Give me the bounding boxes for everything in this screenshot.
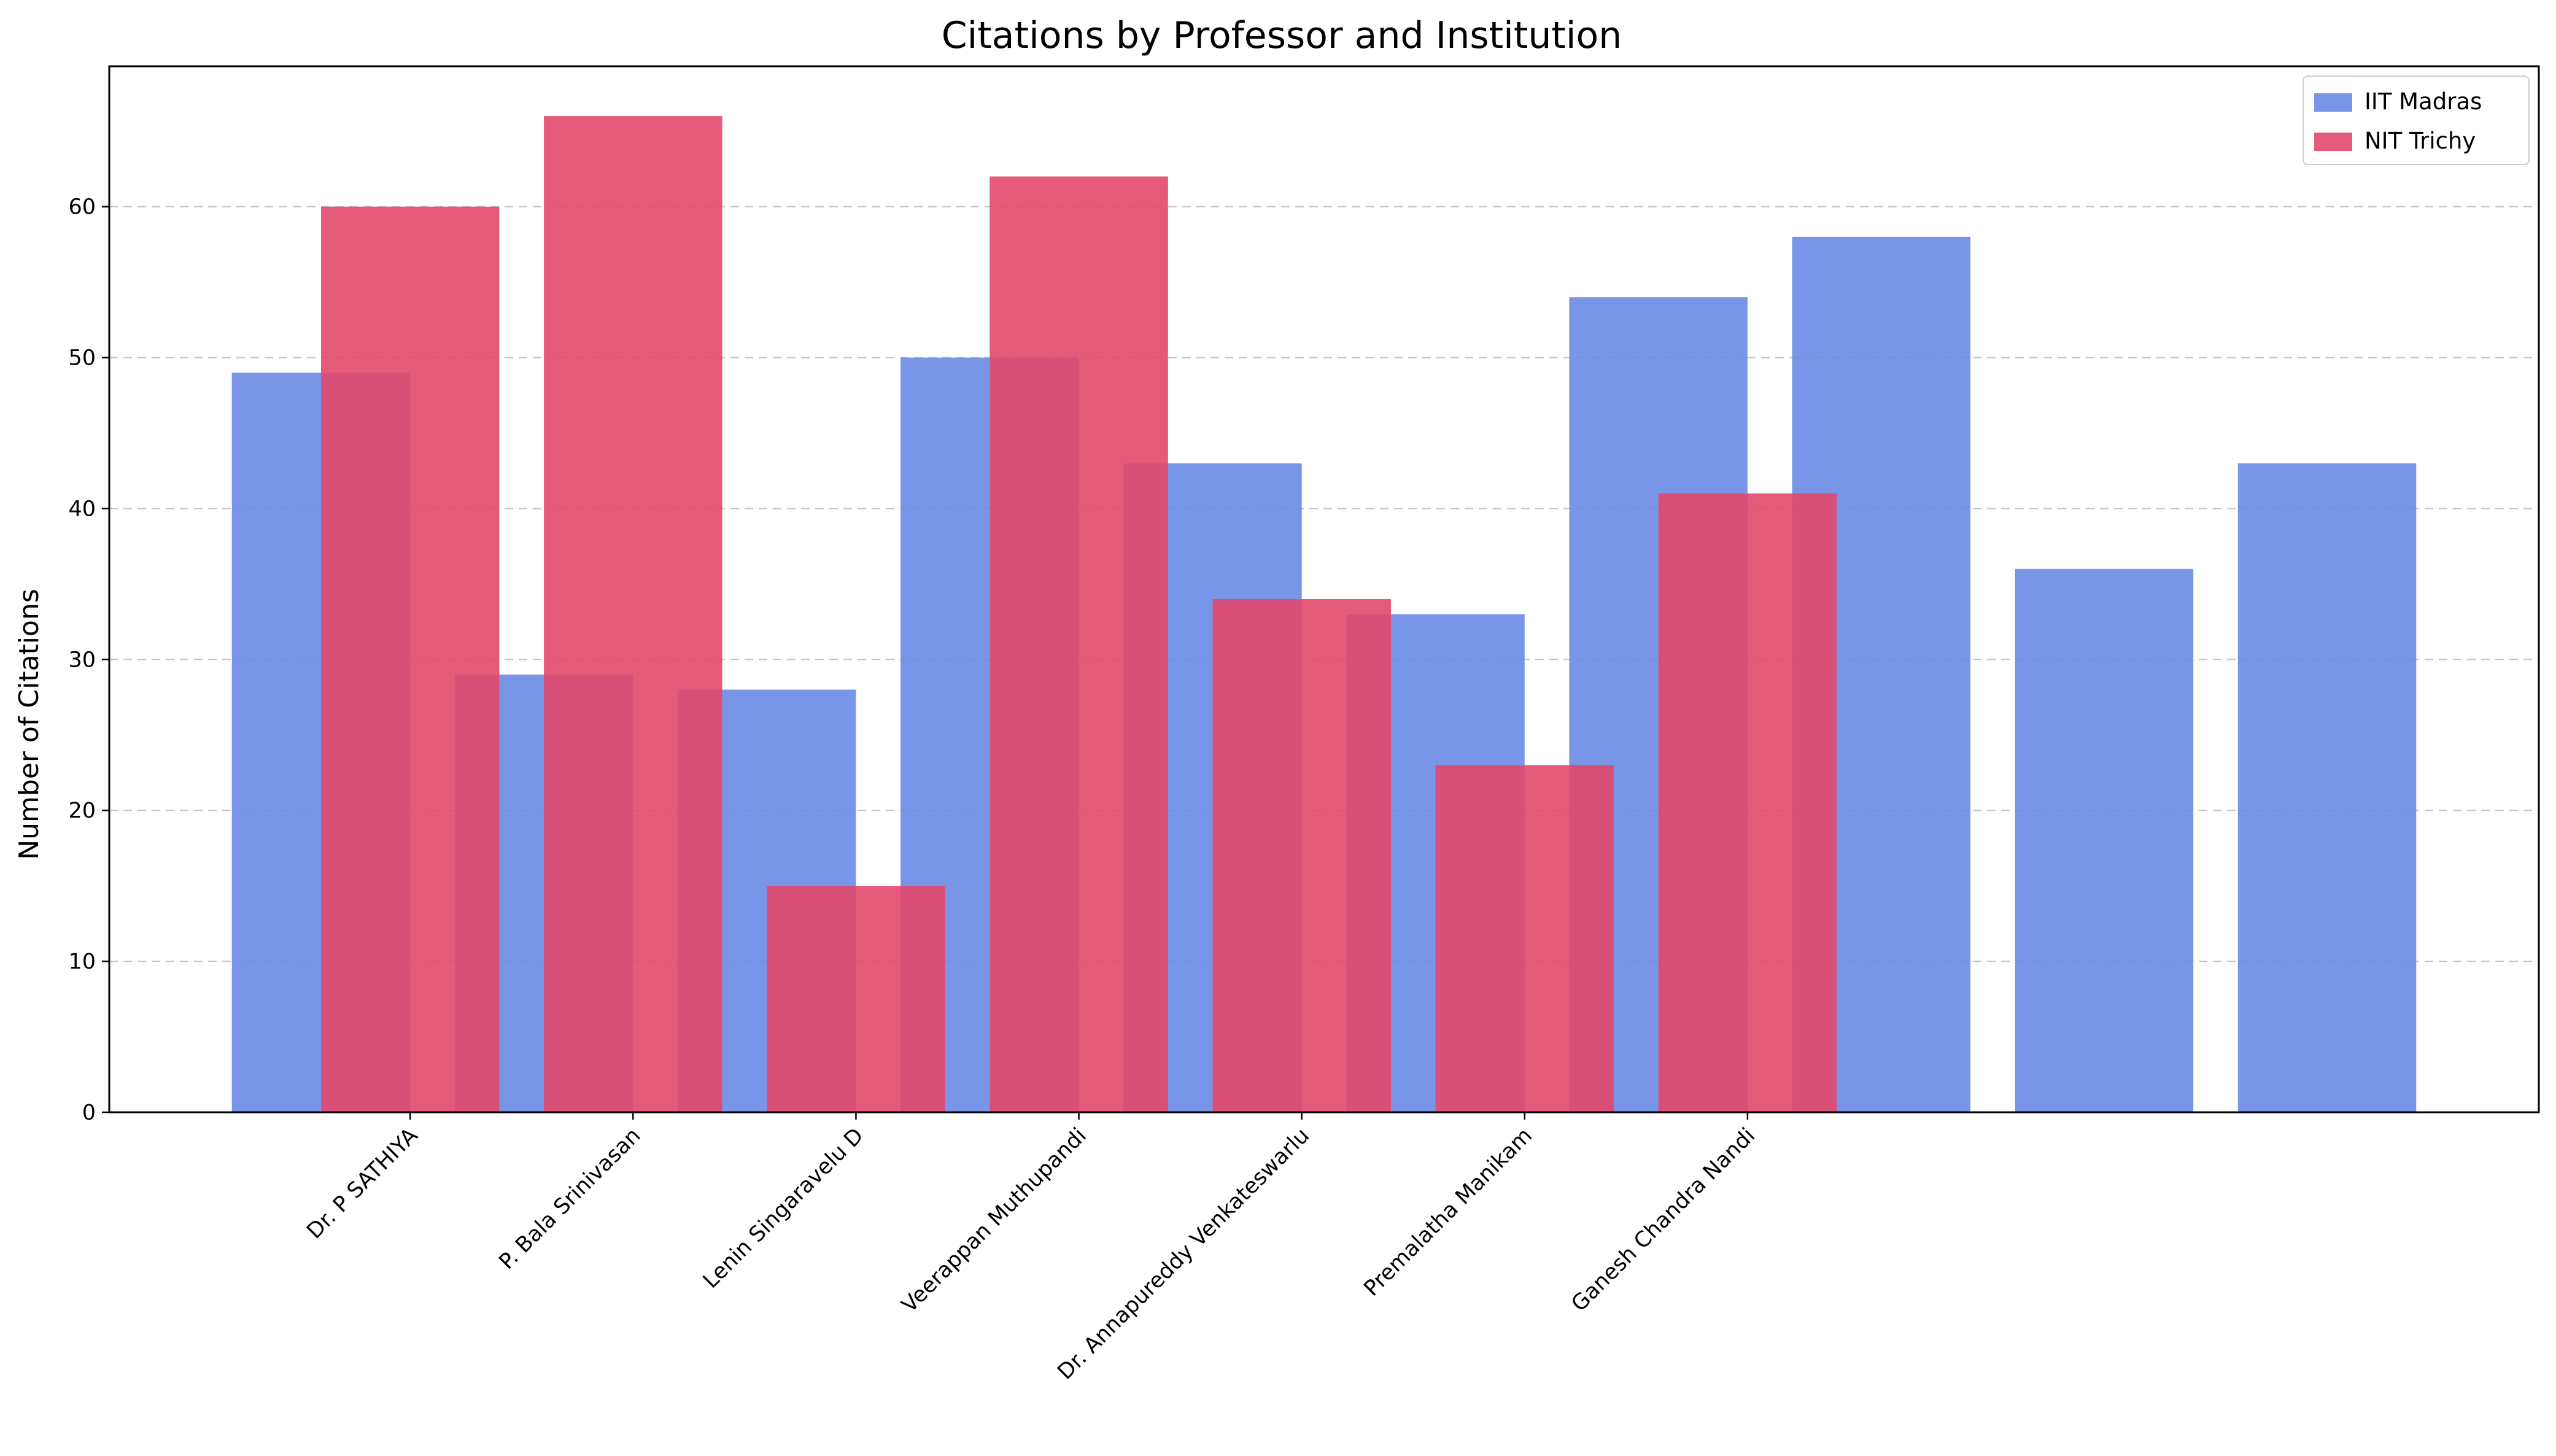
chart-title: Citations by Professor and Institution (942, 14, 1622, 57)
bar-nit-trichy (1212, 598, 1391, 1112)
bar-nit-trichy (1435, 765, 1614, 1112)
legend-swatch (2314, 93, 2352, 112)
bar-nit-trichy (767, 886, 945, 1112)
y-tick-label: 20 (68, 799, 96, 823)
legend-box (2302, 76, 2530, 165)
y-tick-label: 40 (68, 497, 96, 521)
bar-nit-trichy (1658, 493, 1837, 1112)
bar-iit-madras (2015, 568, 2194, 1112)
legend-label: IIT Madras (2364, 88, 2482, 115)
bar-nit-trichy (544, 116, 722, 1113)
y-tick-label: 50 (68, 346, 96, 371)
y-tick-label: 0 (82, 1101, 96, 1125)
legend: IIT Madras NIT Trichy (2302, 76, 2530, 165)
y-tick-label: 10 (68, 950, 96, 974)
bar-nit-trichy (320, 206, 500, 1113)
bar-nit-trichy (989, 176, 1168, 1113)
plot-frame (108, 65, 2540, 1113)
y-axis-label: Number of Citations (14, 589, 45, 860)
bar-iit-madras (2237, 463, 2417, 1112)
bars-layer (231, 116, 2417, 1113)
legend-swatch (2314, 133, 2352, 151)
y-tick-label: 60 (68, 195, 96, 220)
legend-label: NIT Trichy (2364, 128, 2476, 154)
y-tick-label: 30 (68, 648, 96, 672)
